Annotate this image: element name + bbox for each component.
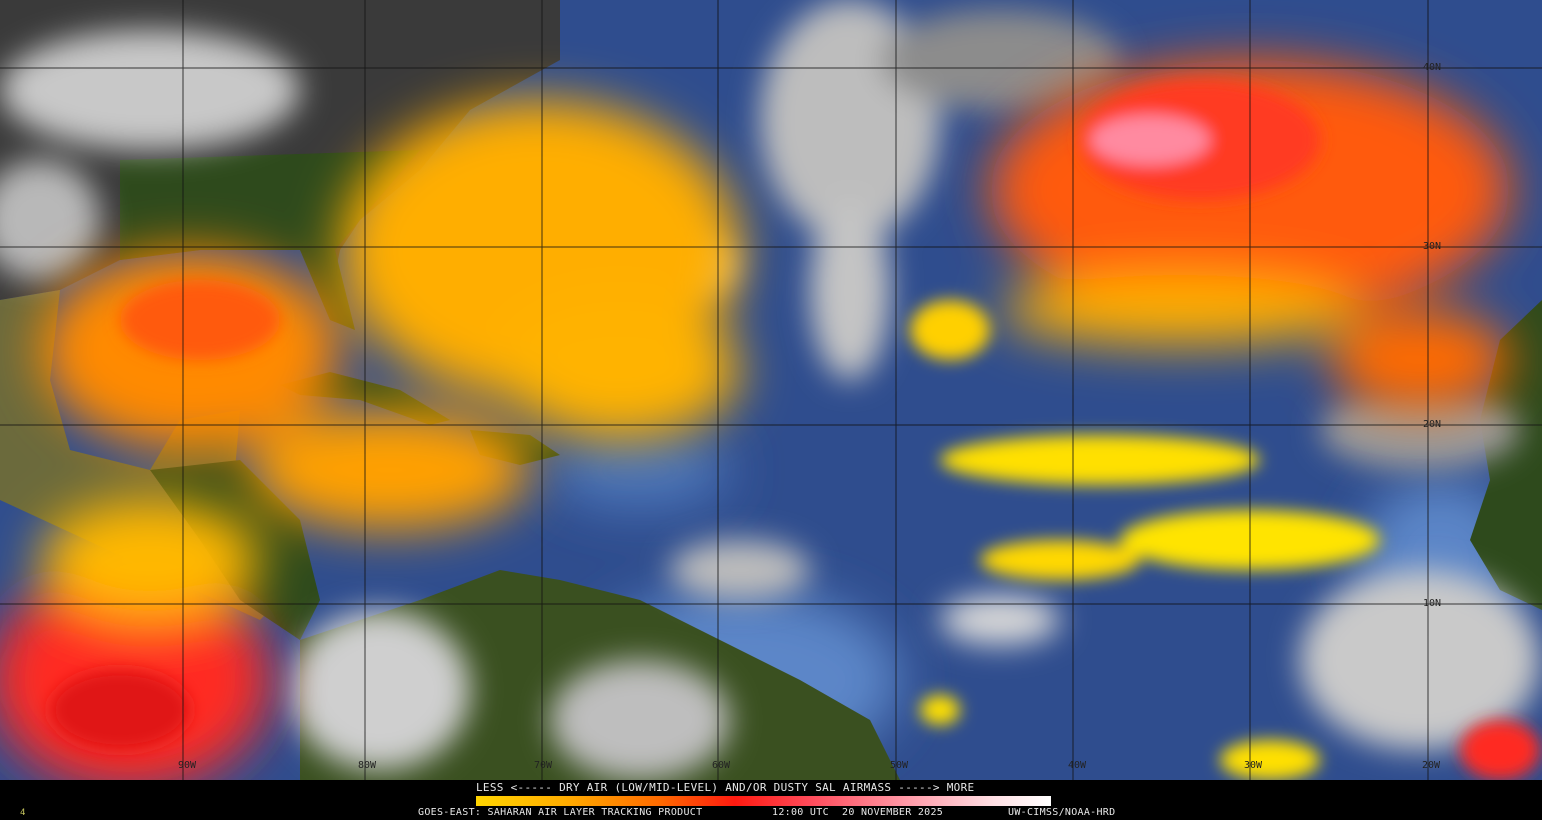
africa [1470, 300, 1542, 610]
lat-label: 30N [1423, 241, 1442, 252]
dust-airmass [0, 60, 1540, 780]
clouds [0, 0, 1540, 780]
color-scale [476, 796, 1051, 806]
southeast-us [120, 150, 420, 330]
lon-label: 70W [534, 760, 553, 771]
legend-bar: LESS <----- DRY AIR (LOW/MID-LEVEL) AND/… [0, 780, 1542, 820]
product-date: 20 NOVEMBER 2025 [842, 807, 944, 818]
product-time: 12:00 UTC [772, 807, 829, 818]
lon-label: 50W [890, 760, 909, 771]
lon-label: 90W [178, 760, 197, 771]
product-title: GOES-EAST: SAHARAN AIR LAYER TRACKING PR… [418, 807, 703, 818]
lon-label: 40W [1068, 760, 1087, 771]
lon-label: 20W [1422, 760, 1441, 771]
lon-label: 30W [1244, 760, 1263, 771]
lat-label: 40N [1423, 62, 1442, 73]
corner-mark: 4 [20, 808, 26, 818]
satellite-map [0, 0, 1542, 780]
lat-label: 20N [1423, 419, 1442, 430]
graticule [0, 0, 1542, 780]
lat-label: 10N [1423, 598, 1442, 609]
lon-label: 60W [712, 760, 731, 771]
product-credit: UW-CIMSS/NOAA-HRD [1008, 807, 1116, 818]
lon-label: 80W [358, 760, 377, 771]
legend-scale-label: LESS <----- DRY AIR (LOW/MID-LEVEL) AND/… [476, 781, 975, 794]
